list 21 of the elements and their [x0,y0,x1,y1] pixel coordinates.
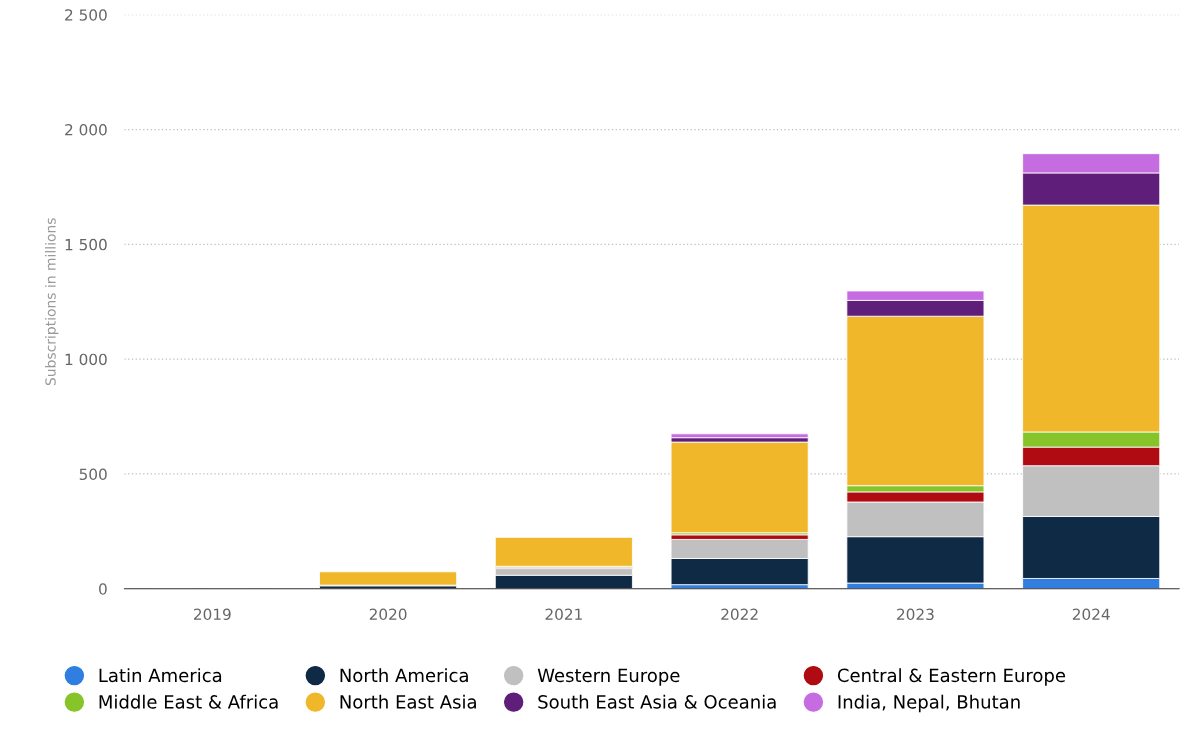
legend-label: India, Nepal, Bhutan [838,694,1020,713]
legend-label: North East Asia [340,694,476,709]
y-tick-label: 2 500 [65,9,107,21]
x-tick-label: 2022 [721,608,758,621]
legend-label: South East Asia & Oceania [538,694,776,709]
x-tick-label: 2021 [545,608,582,621]
legend-label: Western Europe [537,668,680,686]
x-tick-label: 2020 [369,608,407,621]
legend-label: Central & Eastern Europe [837,668,1066,686]
x-tick-label: 2024 [1072,608,1110,621]
y-tick-label: 1 500 [65,238,107,251]
legend-label: Middle East & Africa [99,694,278,709]
legend-label: North America [340,668,468,683]
x-tick-label: 2019 [193,608,231,621]
y-tick-label: 2 000 [65,124,107,136]
legend-label: Latin America [99,668,222,683]
y-tick-label: 1 000 [65,353,107,366]
y-axis-title: Subscriptions in millions [45,218,59,386]
x-tick-label: 2023 [897,608,934,621]
y-tick-label: 500 [79,468,107,481]
y-tick-label: 0 [99,583,107,595]
